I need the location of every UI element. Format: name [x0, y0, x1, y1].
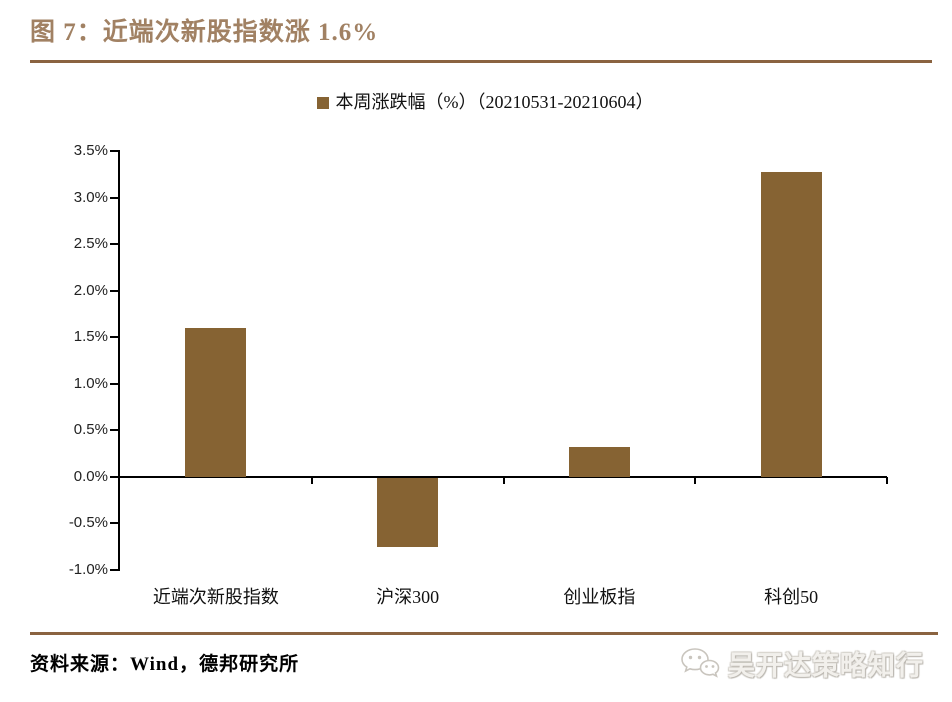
legend-swatch [316, 97, 329, 109]
y-tick-label: 0.5% [73, 421, 108, 439]
x-category-label: 科创50 [764, 587, 819, 607]
y-tick [110, 429, 118, 432]
y-tick-label: 2.0% [73, 281, 108, 299]
y-tick-label: 3.5% [73, 142, 108, 159]
source-note: 资料来源：Wind，德邦研究所 [30, 654, 300, 675]
x-boundary-tick [502, 477, 505, 484]
x-category-label: 近端次新股指数 [152, 587, 279, 607]
y-tick [110, 289, 118, 292]
y-tick [110, 243, 118, 246]
x-boundary-tick [886, 477, 888, 484]
watermark-text: 吴开达策略知行 [728, 651, 924, 681]
y-tick [110, 475, 118, 478]
y-tick-label: 1.0% [73, 374, 108, 392]
y-tick-label: -1.0% [68, 561, 108, 578]
bar [377, 478, 439, 547]
x-category-label: 沪深300 [376, 587, 440, 607]
y-tick [110, 150, 118, 152]
footer-divider [30, 632, 938, 635]
x-boundary-tick [694, 477, 697, 484]
y-tick-label: 0.0% [73, 467, 108, 485]
y-tick-label: -0.5% [68, 514, 108, 532]
y-tick [110, 382, 118, 385]
y-tick-label: 3.0% [73, 188, 108, 206]
x-category-label: 创业板指 [563, 587, 636, 607]
watermark: 吴开达策略知行 [680, 644, 940, 683]
y-tick [110, 196, 118, 199]
y-axis-line [118, 150, 120, 571]
y-tick [110, 522, 118, 525]
figure-title: 图 7：近端次新股指数涨 1.6% [30, 19, 379, 46]
title-divider [30, 60, 932, 63]
x-boundary-tick [310, 477, 313, 484]
x-axis-zero-line [110, 476, 887, 478]
chart-legend: 本周涨跌幅（%）（20210531-20210604） [85, 88, 885, 114]
wechat-icon [681, 647, 720, 678]
y-tick-label: 2.5% [73, 235, 108, 253]
y-tick [110, 569, 118, 571]
y-tick [110, 336, 118, 339]
bar [760, 171, 822, 477]
bar [185, 328, 247, 477]
legend-label: 本周涨跌幅（%）（20210531-20210604） [335, 92, 654, 112]
bar [568, 447, 630, 477]
y-tick-label: 1.5% [73, 328, 108, 346]
